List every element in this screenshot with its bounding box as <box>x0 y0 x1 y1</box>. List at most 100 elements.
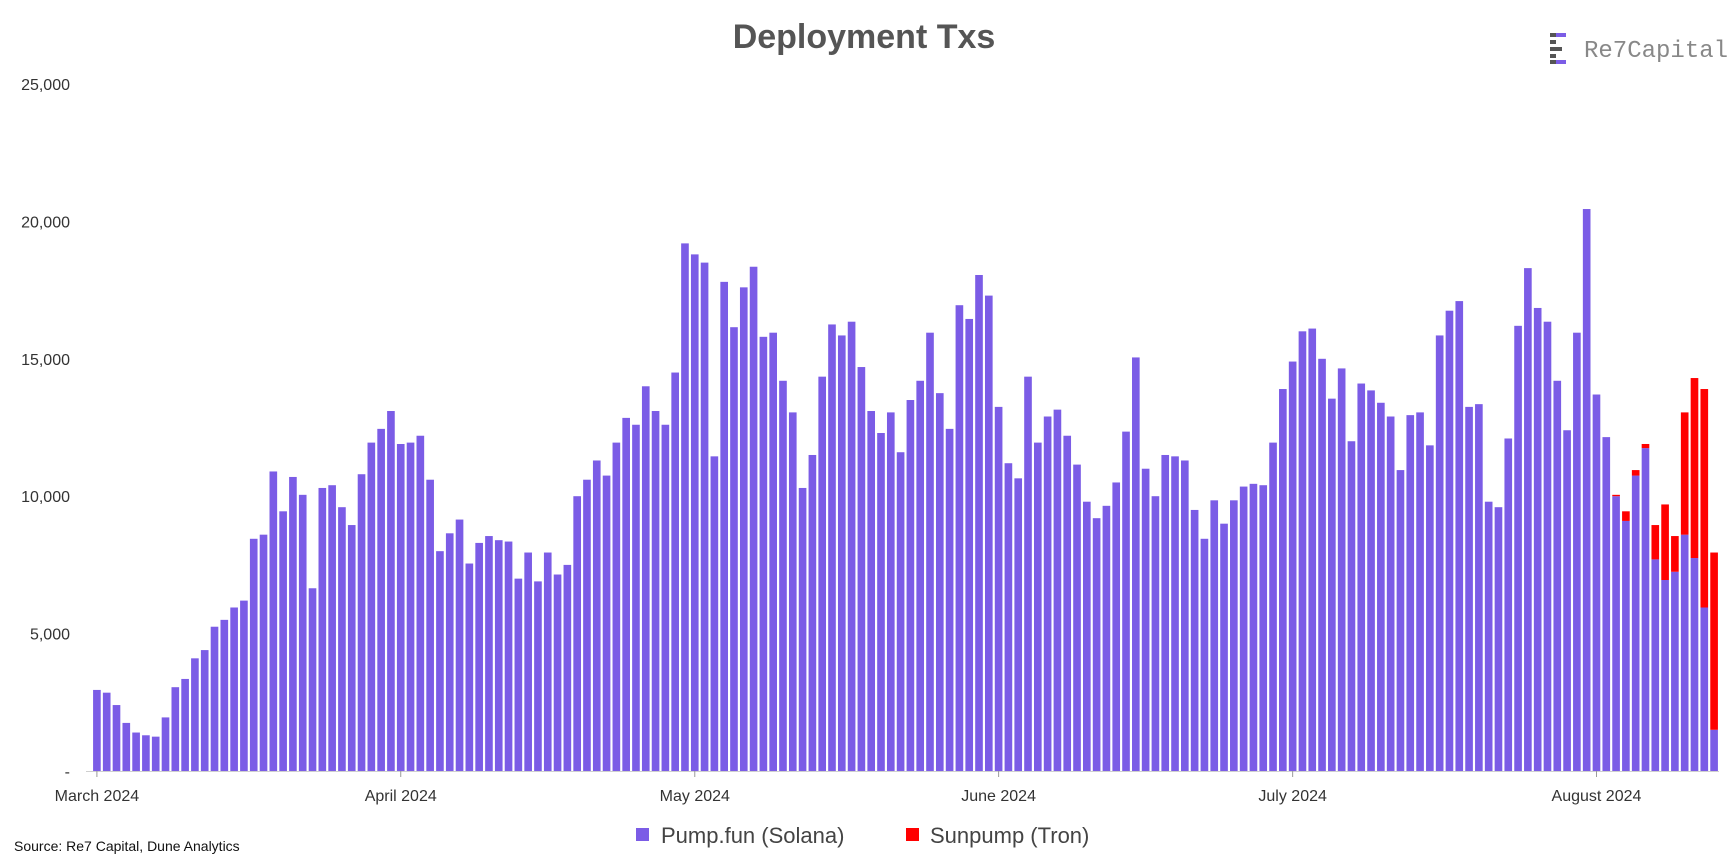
bar-pumpfun <box>1690 558 1699 771</box>
bar-pumpfun <box>916 380 925 771</box>
bar-pumpfun <box>632 424 640 771</box>
bar-pumpfun <box>1416 412 1424 771</box>
bar-sunpump <box>1641 443 1650 449</box>
bar-pumpfun <box>318 487 327 771</box>
bar-pumpfun <box>1475 404 1483 771</box>
bar-pumpfun <box>1367 390 1375 771</box>
bar-pumpfun <box>1200 538 1209 771</box>
bar-pumpfun <box>1033 442 1042 771</box>
bar-pumpfun <box>1063 435 1072 771</box>
bar-sunpump <box>1631 470 1640 476</box>
bar-pumpfun <box>828 324 836 771</box>
bar-pumpfun <box>210 626 219 771</box>
bar-pumpfun <box>1269 442 1277 771</box>
bar-pumpfun <box>1631 475 1640 771</box>
bar-sunpump <box>1651 525 1660 560</box>
bar-pumpfun <box>1073 464 1081 771</box>
bar-pumpfun <box>857 367 866 771</box>
bar-pumpfun <box>142 735 150 771</box>
bar-pumpfun <box>1700 607 1709 771</box>
bar-pumpfun <box>1083 501 1091 771</box>
bar-pumpfun <box>730 327 738 771</box>
bar-pumpfun <box>122 722 131 771</box>
bar-pumpfun <box>592 460 601 771</box>
bar-pumpfun <box>1533 307 1542 771</box>
bar-pumpfun <box>151 736 160 771</box>
bar-pumpfun <box>945 428 954 771</box>
bar-pumpfun <box>1406 415 1415 771</box>
bar-sunpump <box>1661 504 1669 581</box>
bar-pumpfun <box>1661 580 1669 771</box>
chart-title: Deployment Txs <box>733 18 996 56</box>
y-tick-label: 5,000 <box>30 627 70 644</box>
bar-pumpfun <box>416 435 425 771</box>
bar-pumpfun <box>886 412 895 771</box>
bar-pumpfun <box>1553 380 1562 771</box>
bar-pumpfun <box>975 274 983 771</box>
bar-pumpfun <box>1465 406 1473 771</box>
bar-pumpfun <box>612 442 621 771</box>
bar-pumpfun <box>181 678 189 771</box>
bar-pumpfun <box>553 574 562 771</box>
bar-pumpfun <box>1288 361 1297 771</box>
bar-pumpfun <box>1641 448 1650 771</box>
bar-pumpfun <box>269 471 278 771</box>
bar-pumpfun <box>485 536 493 771</box>
legend-swatch-pumpfun <box>636 828 649 841</box>
x-tick-label: May 2024 <box>660 788 730 805</box>
bar-pumpfun <box>1122 431 1130 771</box>
y-tick-label: 10,000 <box>21 489 70 506</box>
bar-pumpfun <box>926 332 934 771</box>
bar-pumpfun <box>651 411 660 771</box>
bar-pumpfun <box>1524 268 1532 771</box>
x-tick-label: March 2024 <box>55 788 140 805</box>
bar-pumpfun <box>798 487 807 771</box>
bar-pumpfun <box>906 400 915 771</box>
bar-pumpfun <box>602 475 611 771</box>
re7-logo-icon <box>1550 33 1566 64</box>
bar-pumpfun <box>1445 310 1454 771</box>
bar-pumpfun <box>1435 335 1444 771</box>
bar-pumpfun <box>955 305 964 771</box>
bar-pumpfun <box>1210 500 1219 771</box>
bar-pumpfun <box>1377 402 1385 771</box>
y-axis: - 5,000 10,000 15,000 20,000 25,000 <box>21 77 70 781</box>
bar-pumpfun <box>328 485 336 771</box>
bar-pumpfun <box>1220 523 1228 771</box>
bar-pumpfun <box>1337 368 1346 771</box>
bar-pumpfun <box>1230 500 1238 771</box>
bar-pumpfun <box>583 479 591 771</box>
bar-pumpfun <box>1132 357 1140 771</box>
bar-pumpfun <box>641 386 650 771</box>
legend-swatch-sunpump <box>906 828 919 841</box>
bar-pumpfun <box>426 479 434 771</box>
bar-pumpfun <box>494 540 503 771</box>
bar-pumpfun <box>161 717 170 771</box>
bar-pumpfun <box>681 243 689 771</box>
bar-pumpfun <box>475 542 483 771</box>
bar-pumpfun <box>289 476 297 771</box>
bar-pumpfun <box>1279 389 1287 771</box>
bar-pumpfun <box>357 474 366 771</box>
bar-sunpump <box>1612 494 1620 497</box>
bar-pumpfun <box>230 607 238 771</box>
bar-pumpfun <box>1455 301 1464 771</box>
bar-pumpfun <box>739 287 748 771</box>
bar-pumpfun <box>1651 559 1660 771</box>
bar-pumpfun <box>1171 456 1179 771</box>
x-tick-label: August 2024 <box>1552 788 1642 805</box>
bar-pumpfun <box>524 552 532 771</box>
bar-pumpfun <box>534 581 542 771</box>
bar-pumpfun <box>436 551 444 771</box>
bar-pumpfun <box>347 525 356 771</box>
bar-pumpfun <box>1112 482 1121 771</box>
x-axis: March 2024 April 2024 May 2024 June 2024 Jul… <box>55 771 1642 805</box>
bar-pumpfun <box>249 538 258 771</box>
bar-sunpump <box>1700 389 1709 608</box>
bar-pumpfun <box>455 519 464 771</box>
bar-pumpfun <box>1710 729 1718 771</box>
bar-pumpfun <box>1259 485 1268 771</box>
bar-pumpfun <box>1622 520 1630 771</box>
